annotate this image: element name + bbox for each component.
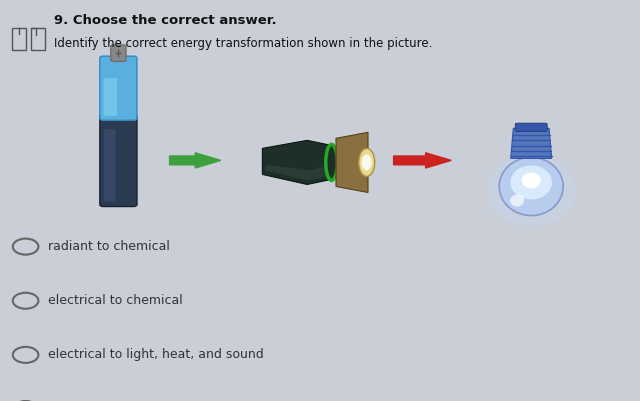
FancyBboxPatch shape — [100, 114, 137, 207]
Text: electrical to light, heat, and sound: electrical to light, heat, and sound — [48, 348, 264, 361]
FancyBboxPatch shape — [104, 129, 115, 201]
FancyBboxPatch shape — [111, 45, 126, 61]
FancyArrow shape — [394, 153, 451, 168]
Ellipse shape — [510, 194, 524, 207]
Ellipse shape — [486, 154, 576, 227]
Text: radiant to chemical: radiant to chemical — [48, 240, 170, 253]
Text: 9. Choose the correct answer.: 9. Choose the correct answer. — [54, 14, 277, 27]
Ellipse shape — [358, 148, 375, 176]
FancyBboxPatch shape — [515, 123, 547, 132]
FancyBboxPatch shape — [100, 56, 137, 120]
FancyBboxPatch shape — [104, 78, 117, 116]
Text: Identify the correct energy transformation shown in the picture.: Identify the correct energy transformati… — [54, 37, 433, 50]
Ellipse shape — [522, 172, 541, 188]
FancyArrow shape — [170, 153, 221, 168]
Ellipse shape — [362, 154, 372, 170]
Polygon shape — [266, 164, 326, 180]
Polygon shape — [511, 128, 552, 158]
Polygon shape — [336, 132, 368, 192]
Ellipse shape — [510, 166, 552, 200]
Text: electrical to chemical: electrical to chemical — [48, 294, 183, 307]
Polygon shape — [262, 140, 336, 184]
Ellipse shape — [499, 158, 563, 216]
